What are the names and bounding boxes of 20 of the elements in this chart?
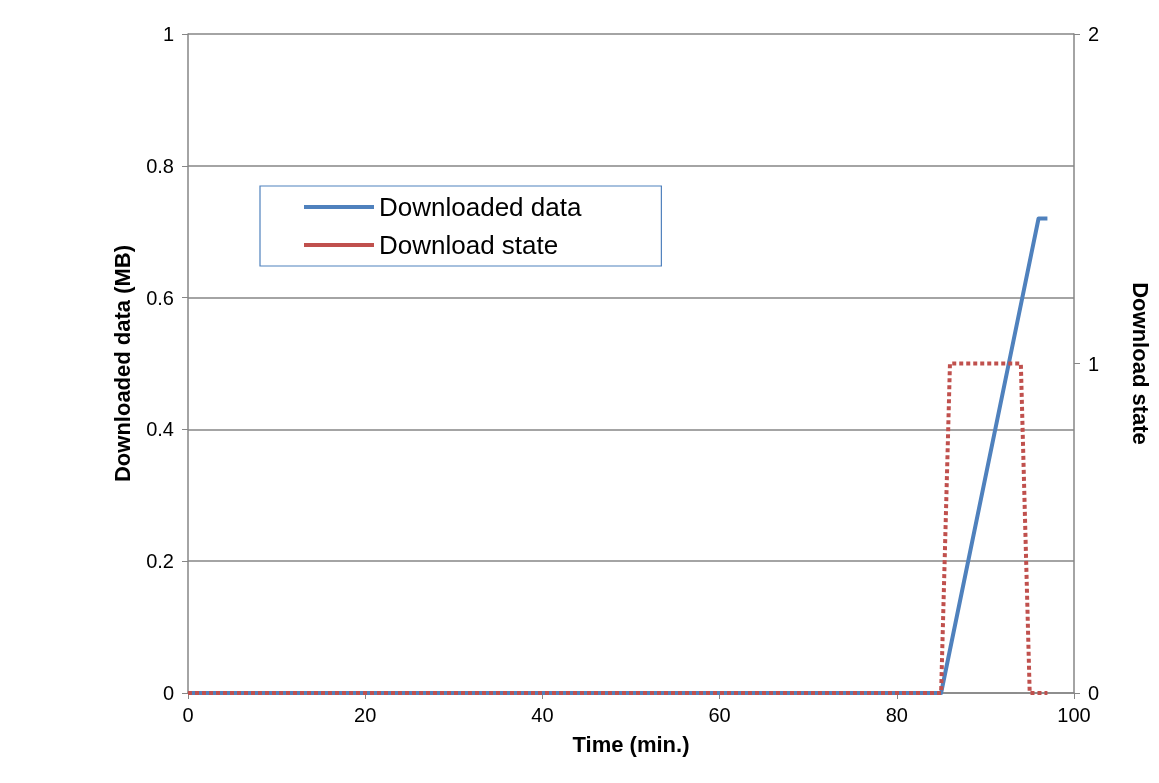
y-tick-label: 0.8 <box>146 154 174 177</box>
y2-tick-label: 0 <box>1088 682 1100 704</box>
legend-label: Downloaded data <box>379 192 582 222</box>
x-tick-label: 40 <box>531 704 554 726</box>
x-tick-label: 60 <box>708 704 731 726</box>
y2-tick-label: 2 <box>1088 23 1100 45</box>
y-tick-label: 0.2 <box>146 550 174 573</box>
y-tick-label: 0.4 <box>146 418 174 441</box>
x-tick-label: 20 <box>354 704 377 726</box>
y-tick-label: 0 <box>162 682 174 704</box>
x-tick-label: 100 <box>1057 704 1091 726</box>
y-axis-title: Downloaded data (MB) <box>109 244 135 483</box>
y-tick-label: 0.6 <box>146 286 174 309</box>
x-axis-title: Time (min.) <box>572 731 690 757</box>
x-tick-label: 0 <box>182 704 194 726</box>
y2-tick-label: 1 <box>1088 352 1100 375</box>
y-tick-label: 1 <box>162 23 174 45</box>
y2-axis-title: Download state <box>1127 282 1153 445</box>
legend-label: Download state <box>379 230 559 260</box>
x-tick-label: 80 <box>885 704 908 726</box>
